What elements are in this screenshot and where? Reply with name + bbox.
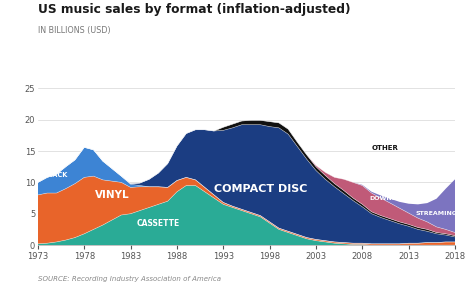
Text: DOWNLOAD: DOWNLOAD [369, 196, 411, 201]
Text: IN BILLIONS (USD): IN BILLIONS (USD) [38, 26, 110, 35]
Text: 8-TRACK: 8-TRACK [36, 172, 67, 178]
Text: STREAMING: STREAMING [416, 211, 457, 216]
Text: CASSETTE: CASSETTE [137, 219, 180, 228]
Text: OTHER: OTHER [372, 145, 399, 151]
Text: SOURCE: Recording Industry Association of America: SOURCE: Recording Industry Association o… [38, 276, 221, 282]
Text: COMPACT DISC: COMPACT DISC [214, 184, 307, 194]
Text: VINYL: VINYL [95, 190, 129, 200]
Text: US music sales by format (inflation-adjusted): US music sales by format (inflation-adju… [38, 3, 350, 16]
